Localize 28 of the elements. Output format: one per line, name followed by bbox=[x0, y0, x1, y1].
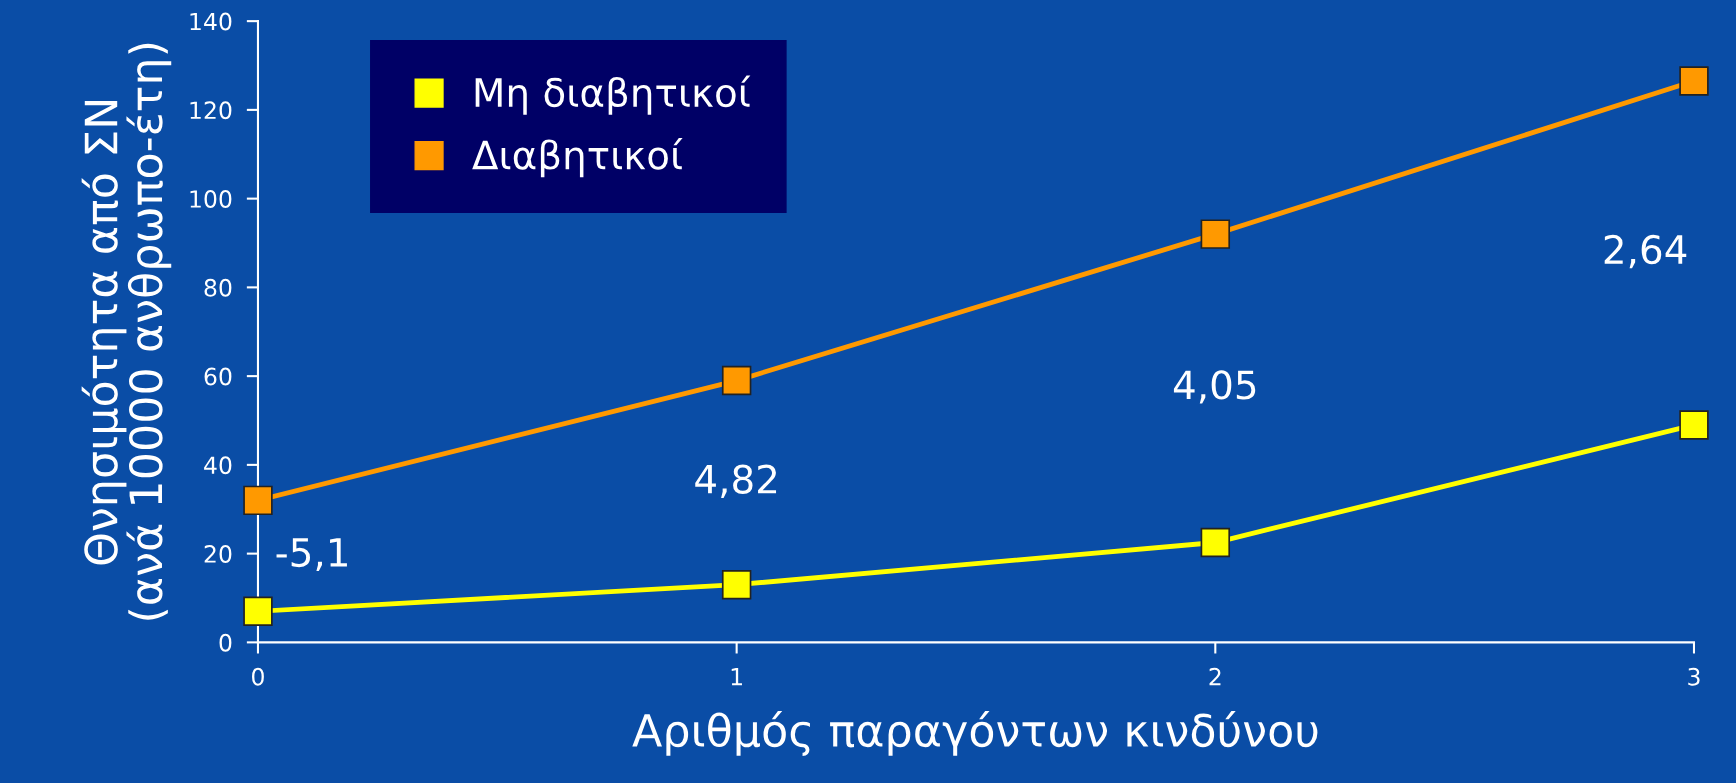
annotation: 2,64 bbox=[1604, 234, 1687, 269]
point bbox=[243, 596, 273, 627]
point bbox=[1679, 410, 1709, 440]
x-tick-label: 1 bbox=[731, 668, 742, 686]
point bbox=[1679, 66, 1709, 96]
y-tick-label: 0 bbox=[219, 633, 232, 652]
legend-label: Διαβητικοί bbox=[472, 138, 683, 178]
y-tick-label: 80 bbox=[204, 278, 232, 297]
annotation: -5,1 bbox=[276, 538, 347, 572]
y-tick-label: 100 bbox=[190, 190, 232, 208]
y-axis-title: Θνησιμότητα από ΣΝ (ανά 10000 ανθρωπο-έτη) bbox=[81, 43, 172, 620]
annotation: 4,82 bbox=[695, 464, 777, 498]
x-tick-label: 2 bbox=[1209, 667, 1221, 686]
x-axis-title: Αριθμός παραγόντων κινδύνου bbox=[632, 711, 1318, 756]
point bbox=[721, 365, 752, 396]
annotation: 4,05 bbox=[1173, 370, 1256, 404]
y-tick-label: 120 bbox=[190, 101, 232, 120]
y-tick-label: 40 bbox=[204, 456, 232, 475]
point bbox=[243, 485, 273, 516]
y-tick-label: 20 bbox=[204, 545, 232, 563]
y-tick-label: 60 bbox=[204, 367, 232, 386]
point bbox=[721, 569, 752, 600]
x-tick-label: 0 bbox=[252, 667, 264, 686]
point bbox=[1200, 527, 1231, 558]
legend-label: Μη διαβητικοί bbox=[475, 75, 751, 115]
x-tick-label: 3 bbox=[1688, 667, 1700, 686]
point bbox=[1200, 219, 1231, 249]
y-tick-label: 140 bbox=[190, 12, 232, 31]
